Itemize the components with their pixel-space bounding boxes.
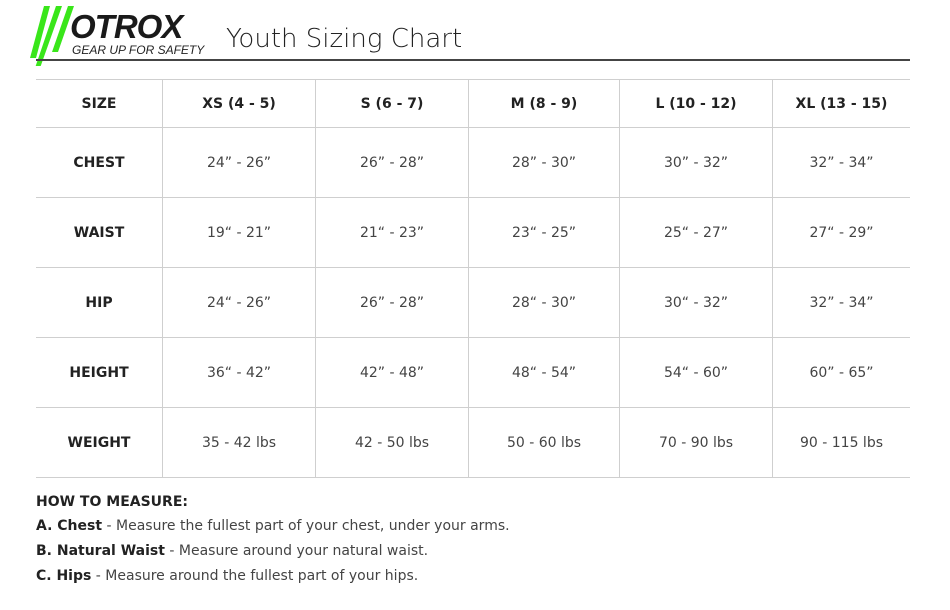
how-to-measure: HOW TO MEASURE: A. Chest - Measure the f… xyxy=(36,494,510,593)
table-cell: 26” - 28” xyxy=(315,267,469,338)
row-label: HEIGHT xyxy=(36,337,163,408)
table-row: CHEST 24” - 26” 26” - 28” 28” - 30” 30” - 32… xyxy=(36,127,910,198)
header-cell: M (8 - 9) xyxy=(468,79,620,128)
measure-desc: - Measure around your natural waist. xyxy=(164,543,429,559)
row-label: CHEST xyxy=(36,127,163,198)
table-cell: 36“ - 42” xyxy=(162,337,316,408)
table-cell: 48“ - 54” xyxy=(468,337,620,408)
table-cell: 27“ - 29” xyxy=(772,197,910,268)
table-cell: 70 - 90 lbs xyxy=(619,407,773,478)
table-cell: 32” - 34” xyxy=(772,267,910,338)
table-cell: 23“ - 25” xyxy=(468,197,620,268)
table-row: WEIGHT 35 - 42 lbs 42 - 50 lbs 50 - 60 lbs 7… xyxy=(36,407,910,478)
measure-item: B. Natural Waist - Measure around your n… xyxy=(36,543,510,559)
brand-name: OTROX xyxy=(70,8,183,45)
title-divider xyxy=(36,59,910,61)
header-cell: XS (4 - 5) xyxy=(162,79,316,128)
table-cell: 28” - 30” xyxy=(468,127,620,198)
table-cell: 28“ - 30” xyxy=(468,267,620,338)
table-cell: 26” - 28” xyxy=(315,127,469,198)
table-cell: 54“ - 60” xyxy=(619,337,773,408)
table-cell: 35 - 42 lbs xyxy=(162,407,316,478)
table-cell: 24” - 26” xyxy=(162,127,316,198)
table-cell: 30“ - 32” xyxy=(619,267,773,338)
table-cell: 19“ - 21” xyxy=(162,197,316,268)
measure-term: A. Chest xyxy=(36,518,103,534)
row-label: WAIST xyxy=(36,197,163,268)
table-cell: 42 - 50 lbs xyxy=(315,407,469,478)
measure-item: C. Hips - Measure around the fullest par… xyxy=(36,568,510,584)
brand-tagline: GEAR UP FOR SAFETY xyxy=(72,43,205,57)
measure-desc: - Measure around the fullest part of you… xyxy=(91,568,419,584)
table-cell: 25“ - 27” xyxy=(619,197,773,268)
header-cell: XL (13 - 15) xyxy=(772,79,910,128)
page-title: Youth Sizing Chart xyxy=(226,24,463,54)
table-row: WAIST 19“ - 21” 21“ - 23” 23“ - 25” 25“ - 27… xyxy=(36,197,910,268)
table-cell: 24“ - 26” xyxy=(162,267,316,338)
measure-item: A. Chest - Measure the fullest part of y… xyxy=(36,518,510,534)
table-cell: 50 - 60 lbs xyxy=(468,407,620,478)
measure-desc: - Measure the fullest part of your chest… xyxy=(102,518,510,534)
logo-slashes-icon xyxy=(30,6,74,66)
table-row: HIP 24“ - 26” 26” - 28” 28“ - 30” 30“ - 32” 3… xyxy=(36,267,910,338)
header-cell: L (10 - 12) xyxy=(619,79,773,128)
table-cell: 21“ - 23” xyxy=(315,197,469,268)
measure-term: C. Hips xyxy=(36,568,92,584)
table-row: HEIGHT 36“ - 42” 42” - 48” 48“ - 54” 54“ - 6… xyxy=(36,337,910,408)
table-header-row: SIZE XS (4 - 5) S (6 - 7) M (8 - 9) L (1… xyxy=(36,79,910,128)
table-cell: 30” - 32” xyxy=(619,127,773,198)
table-cell: 90 - 115 lbs xyxy=(772,407,910,478)
table-cell: 42” - 48” xyxy=(315,337,469,408)
table-cell: 32” - 34” xyxy=(772,127,910,198)
table-cell: 60” - 65” xyxy=(772,337,910,408)
how-heading: HOW TO MEASURE: xyxy=(36,494,188,510)
header-cell: SIZE xyxy=(36,79,163,128)
measure-term: B. Natural Waist xyxy=(36,543,165,559)
header-cell: S (6 - 7) xyxy=(315,79,469,128)
row-label: HIP xyxy=(36,267,163,338)
sizing-table: SIZE XS (4 - 5) S (6 - 7) M (8 - 9) L (1… xyxy=(36,79,910,478)
row-label: WEIGHT xyxy=(36,407,163,478)
